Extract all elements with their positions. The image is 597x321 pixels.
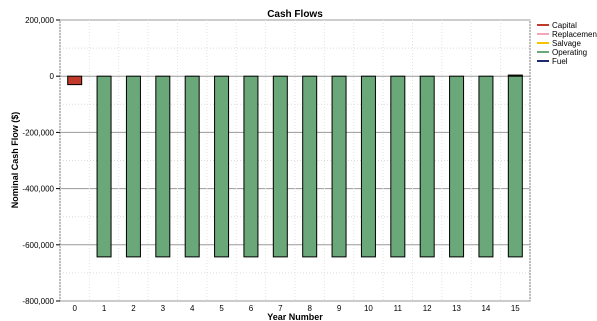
x-tick-label: 5 xyxy=(219,304,224,313)
x-tick-label: 7 xyxy=(278,304,283,313)
legend-label-salvage: Salvage xyxy=(552,39,581,48)
x-tick-label: 14 xyxy=(481,304,490,313)
y-tick-label: 0 xyxy=(50,72,55,81)
y-tick-label: -400,000 xyxy=(22,185,54,194)
bar-operating-year-6 xyxy=(243,75,259,258)
x-tick-label: 12 xyxy=(423,304,432,313)
legend-label-fuel: Fuel xyxy=(552,57,568,66)
bar-operating-year-7 xyxy=(272,75,288,258)
legend-label-replacement: Replacemen xyxy=(552,30,597,39)
bar-operating-year-4 xyxy=(184,75,200,258)
y-axis-ticks: 200,000 0 -200,000 -400,000 -600,000 -800,000 xyxy=(22,16,60,306)
x-tick-label: 3 xyxy=(161,304,166,313)
x-tick-label: 13 xyxy=(452,304,461,313)
x-tick-label: 11 xyxy=(394,304,403,313)
x-axis-ticks: 0 1 2 3 4 5 6 7 8 9 10 11 12 13 14 15 xyxy=(72,304,520,313)
x-tick-label: 8 xyxy=(307,304,312,313)
bar-operating-year-9 xyxy=(331,75,347,258)
x-tick-label: 15 xyxy=(511,304,520,313)
x-tick-label: 1 xyxy=(102,304,107,313)
x-tick-label: 10 xyxy=(364,304,373,313)
x-tick-label: 6 xyxy=(249,304,254,313)
x-axis-label: Year Number xyxy=(267,312,323,321)
bar-operating-year-10 xyxy=(360,75,376,258)
bar-operating-year-13 xyxy=(449,75,465,258)
y-tick-label: -800,000 xyxy=(22,297,54,306)
bar-operating-year-8 xyxy=(302,75,318,258)
x-tick-label: 4 xyxy=(190,304,195,313)
bar-operating-year-5 xyxy=(214,75,230,258)
y-tick-label: -600,000 xyxy=(22,241,54,250)
legend-label-capital: Capital xyxy=(552,21,577,30)
chart-title: Cash Flows xyxy=(267,9,323,20)
bar-operating-year-1 xyxy=(96,75,112,258)
y-axis-label: Nominal Cash Flow ($) xyxy=(10,112,20,209)
bar-operating-year-15 xyxy=(507,75,523,258)
legend-label-operating: Operating xyxy=(552,48,587,57)
bar-operating-year-3 xyxy=(155,75,171,258)
bar-operating-year-14 xyxy=(478,75,494,258)
x-tick-label: 9 xyxy=(337,304,342,313)
bars xyxy=(67,74,523,258)
y-tick-label: -200,000 xyxy=(22,128,54,137)
bar-operating-year-2 xyxy=(125,75,141,258)
y-tick-label: 200,000 xyxy=(25,16,54,25)
bar-capital-year-0 xyxy=(67,75,83,86)
bar-operating-year-11 xyxy=(390,75,406,258)
x-tick-label: 2 xyxy=(131,304,136,313)
bar-operating-year-12 xyxy=(419,75,435,258)
x-tick-label: 0 xyxy=(72,304,77,313)
